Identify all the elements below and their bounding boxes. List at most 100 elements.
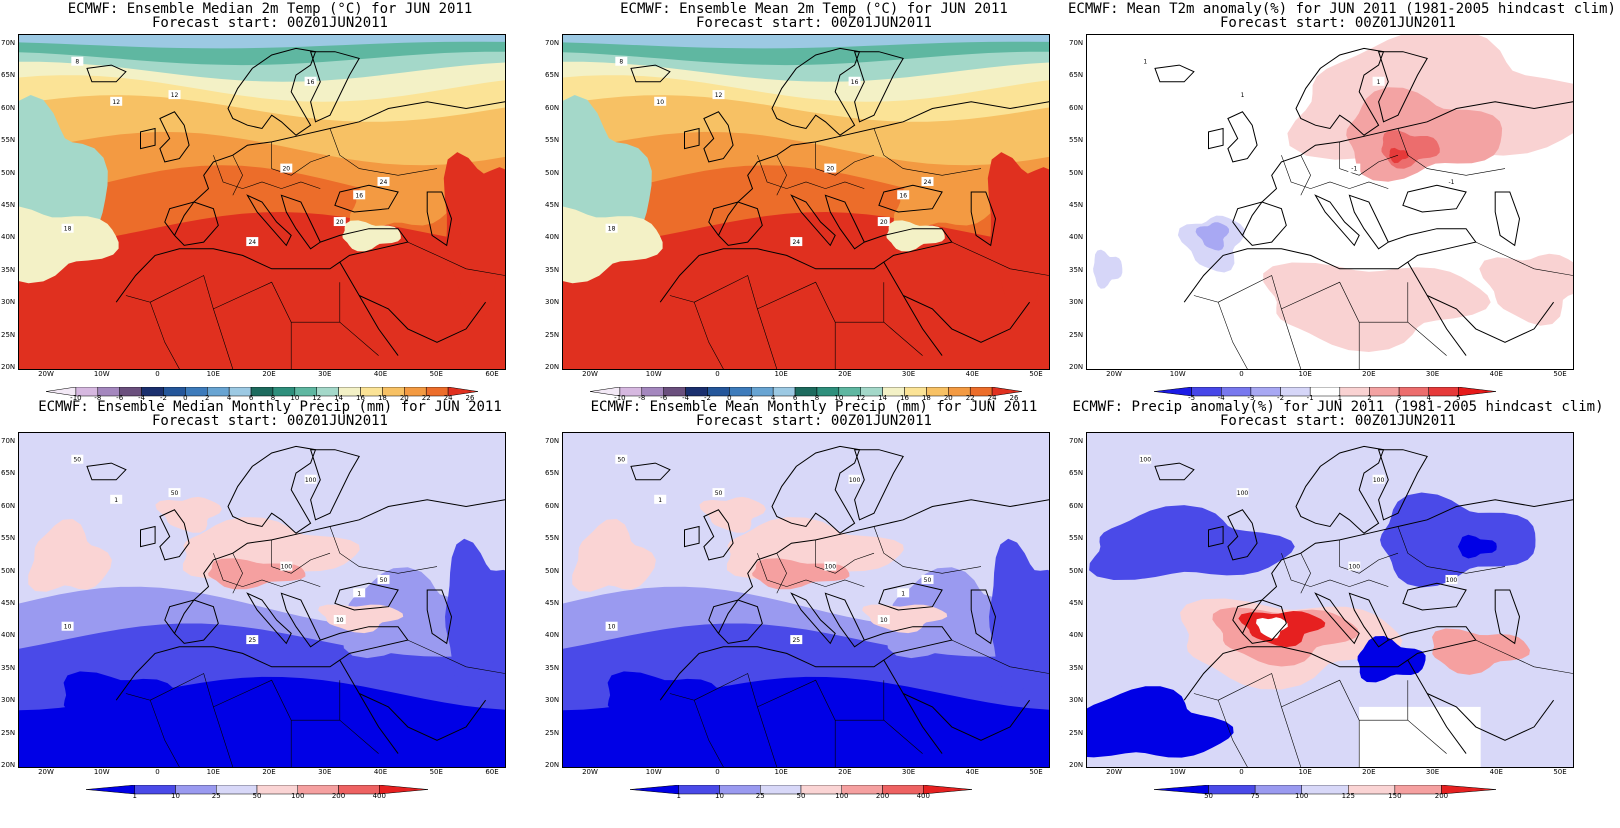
map-frame: 50 50 100 100 50 25 10 1 1 10	[18, 432, 506, 768]
coastline	[140, 525, 156, 548]
latitude-label: 40N	[1, 233, 16, 242]
panel-title: ECMWF: Mean T2m anomaly(%) for JUN 2011 …	[1068, 1, 1616, 17]
colorbar-label: 4	[226, 394, 232, 402]
colorbar-swatch	[1441, 784, 1497, 795]
latitude-label: 45N	[1069, 201, 1084, 209]
colorbar: 50 75 100 125 150 200	[1153, 780, 1497, 803]
coastline	[1227, 509, 1258, 561]
coastline	[1494, 191, 1521, 247]
svg-text:100: 100	[849, 477, 861, 484]
svg-text:10: 10	[880, 617, 888, 624]
latitude-label: 60N	[1, 501, 16, 510]
latitude-label: 60N	[1069, 501, 1084, 510]
coastline	[309, 449, 360, 521]
colorbar-swatch	[134, 784, 176, 795]
longitude-label: 20W	[38, 370, 54, 378]
coastline	[227, 47, 317, 136]
coastline	[426, 589, 453, 645]
country-border	[1475, 241, 1573, 276]
longitude-label: 10W	[645, 370, 662, 378]
country-border	[1397, 128, 1506, 176]
latitude-label: 65N	[1069, 71, 1084, 80]
coastline	[771, 47, 861, 136]
latitude-label: 55N	[1069, 534, 1084, 543]
longitude-label: 10W	[1169, 370, 1186, 378]
colorbar-label: 24	[987, 394, 997, 402]
longitude-label: 20W	[1106, 768, 1122, 776]
coastline	[86, 64, 127, 83]
coastline	[358, 693, 487, 741]
contour-label: 24	[790, 237, 803, 247]
contour-label: 50	[377, 574, 390, 584]
colorbar-swatch	[447, 386, 479, 397]
country-border	[1218, 673, 1302, 767]
colorbar-label: -3	[1247, 394, 1255, 402]
colorbar-swatch	[1208, 784, 1256, 795]
latitude-label: 30N	[1, 696, 16, 705]
colorbar-swatch	[1339, 386, 1370, 397]
country-border	[1281, 679, 1360, 767]
colorbar-label: 4	[770, 394, 776, 402]
latitude-label: 25N	[1069, 728, 1084, 737]
colorbar-swatch	[216, 784, 258, 795]
longitude-label: 10E	[774, 768, 788, 776]
colorbar-label: -4	[1217, 394, 1225, 402]
panel-subtitle: Forecast start: 00Z01JUN2011	[695, 413, 932, 429]
longitude-label: 30E	[1425, 370, 1440, 378]
country-border	[1281, 553, 1389, 587]
country-border	[1407, 321, 1447, 356]
map-field: 1 1 1 -1 -1	[1087, 35, 1573, 369]
country-border	[694, 275, 778, 369]
colorbar-label: 16	[900, 394, 909, 402]
colorbar-swatch	[1369, 386, 1400, 397]
contour-label: 1	[1236, 90, 1249, 100]
svg-text:20: 20	[336, 219, 344, 226]
panel-subtitle: Forecast start: 00Z01JUN2011	[151, 15, 388, 31]
country-border	[873, 128, 982, 176]
contour-label: 50	[712, 488, 725, 498]
colorbar-label: -4	[682, 394, 690, 402]
country-border	[815, 141, 875, 176]
latitude-label: 55N	[545, 136, 560, 145]
contour-label: 16	[304, 76, 317, 86]
svg-text:16: 16	[851, 79, 859, 86]
country-border	[232, 553, 243, 594]
map-field: 50 50 100 100 50 25 10 1 1 10	[19, 433, 505, 767]
coastline	[1402, 184, 1467, 213]
colorbar-label: 4	[1426, 394, 1431, 402]
longitude-label: 0	[715, 370, 720, 378]
colorbar-label: 75	[1250, 792, 1260, 800]
colorbar-swatch	[923, 784, 973, 795]
longitude-label: 40E	[373, 370, 388, 378]
colorbar-swatch	[1398, 386, 1429, 397]
colorbar-swatch	[228, 386, 252, 397]
latitude-label: 20N	[1069, 761, 1084, 769]
colorbar-label: -2	[159, 394, 167, 402]
colorbar-label: 24	[443, 394, 453, 402]
country-border	[1300, 155, 1311, 196]
latitude-label: 35N	[545, 663, 560, 672]
panel-subtitle: Forecast start: 00Z01JUN2011	[1219, 15, 1456, 31]
colorbar-label: 150	[1388, 792, 1402, 800]
colorbar-label: -8	[94, 394, 102, 402]
colorbar-label: 200	[1434, 792, 1449, 800]
colorbar-label: -6	[116, 394, 124, 402]
panel-subtitle: Forecast start: 00Z01JUN2011	[151, 413, 388, 429]
colorbar-label: 3	[1396, 394, 1402, 402]
longitude-label: 20W	[582, 768, 598, 776]
map-frame: 50 50 100 100 50 25 10 1 1 10	[562, 432, 1050, 768]
contour-label: 12	[110, 96, 123, 106]
latitude-label: 45N	[545, 599, 560, 607]
contour-label: 1	[110, 494, 123, 504]
svg-text:50: 50	[617, 457, 625, 464]
contour-label: 24	[921, 176, 934, 186]
colorbar-label: -10	[70, 394, 82, 402]
coastline	[1208, 525, 1224, 548]
longitude-label: 50E	[1029, 768, 1043, 776]
contour-label: 20	[824, 163, 837, 173]
colorbar-label: 0	[183, 394, 188, 402]
coastline	[174, 499, 505, 634]
latitude-label: 70N	[1, 39, 16, 47]
latitude-label: 60N	[1069, 103, 1084, 112]
coastline	[878, 582, 943, 611]
